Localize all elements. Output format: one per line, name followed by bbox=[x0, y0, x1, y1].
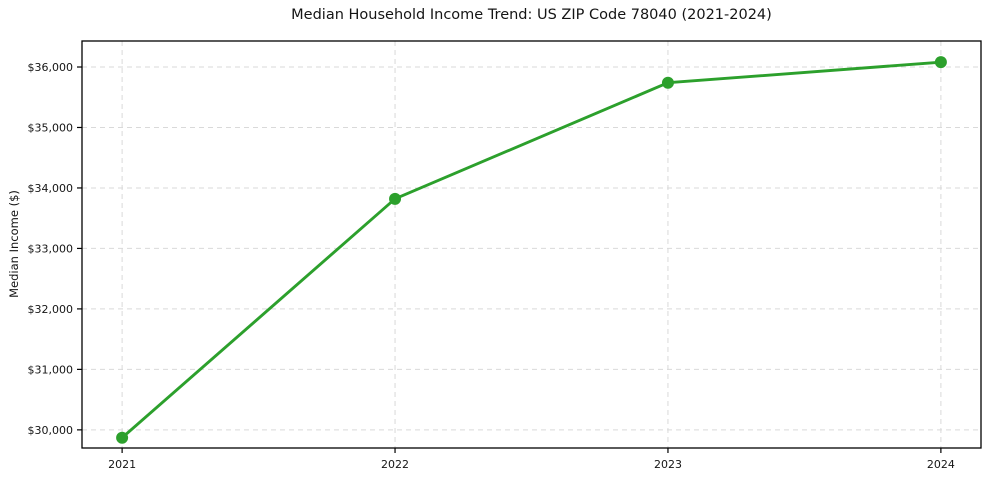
data-point-marker bbox=[116, 431, 129, 444]
data-point-marker bbox=[934, 56, 947, 69]
x-tick-label: 2021 bbox=[108, 458, 136, 471]
y-tick-label: $30,000 bbox=[28, 424, 74, 437]
y-tick-label: $34,000 bbox=[28, 182, 74, 195]
data-point-marker bbox=[389, 192, 402, 205]
y-tick-label: $36,000 bbox=[28, 61, 74, 74]
y-tick-label: $31,000 bbox=[28, 363, 74, 376]
x-tick-label: 2024 bbox=[927, 458, 955, 471]
plot-frame bbox=[81, 40, 982, 449]
y-tick-label: $33,000 bbox=[28, 242, 74, 255]
x-tick-label: 2022 bbox=[381, 458, 409, 471]
income-trend-line bbox=[120, 60, 943, 440]
y-tick-label: $35,000 bbox=[28, 121, 74, 134]
chart-title: Median Household Income Trend: US ZIP Co… bbox=[291, 7, 772, 23]
y-tick-label: $32,000 bbox=[28, 303, 74, 316]
x-tick-label: 2023 bbox=[654, 458, 682, 471]
data-point-marker bbox=[661, 76, 674, 89]
